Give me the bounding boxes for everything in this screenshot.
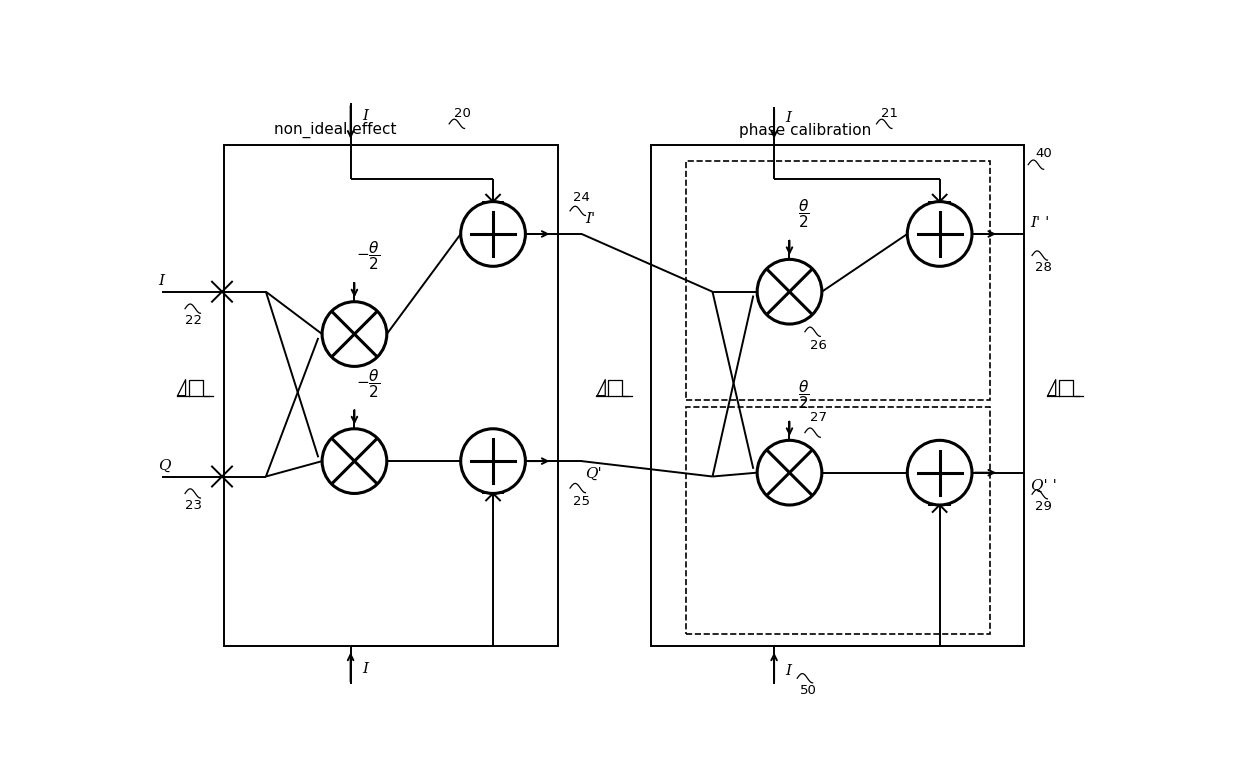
Text: I: I	[786, 112, 791, 125]
Circle shape	[758, 259, 822, 324]
Text: 27: 27	[810, 411, 827, 424]
Text: I: I	[362, 109, 368, 123]
Circle shape	[322, 301, 387, 366]
Text: 29: 29	[1035, 500, 1052, 513]
Circle shape	[758, 441, 822, 505]
Text: I': I'	[585, 212, 595, 226]
Text: $\dfrac{\theta}{2}$: $\dfrac{\theta}{2}$	[797, 198, 810, 230]
Circle shape	[461, 429, 526, 494]
Text: Q' ': Q' '	[1030, 479, 1056, 493]
Text: 40: 40	[1035, 147, 1052, 160]
Text: 21: 21	[882, 107, 898, 119]
Text: $\dfrac{\theta}{2}$: $\dfrac{\theta}{2}$	[797, 378, 810, 411]
Text: I: I	[786, 664, 791, 677]
Text: Q': Q'	[585, 468, 603, 481]
Text: 22: 22	[185, 315, 202, 328]
Text: $-\dfrac{\theta}{2}$: $-\dfrac{\theta}{2}$	[356, 367, 381, 400]
Text: I' ': I' '	[1030, 216, 1050, 230]
Bar	[686, 408, 990, 634]
Circle shape	[461, 201, 526, 266]
Circle shape	[908, 201, 972, 266]
Bar	[686, 161, 990, 400]
Text: 28: 28	[1035, 261, 1052, 275]
Text: I: I	[362, 662, 368, 676]
Circle shape	[908, 441, 972, 505]
Text: phase calibration: phase calibration	[739, 122, 870, 138]
Text: I: I	[159, 274, 164, 288]
Text: $-\dfrac{\theta}{2}$: $-\dfrac{\theta}{2}$	[356, 240, 381, 272]
Text: 25: 25	[573, 494, 590, 508]
Bar	[223, 145, 558, 646]
Text: 24: 24	[573, 191, 590, 204]
Text: 23: 23	[185, 499, 202, 512]
Text: 20: 20	[454, 107, 471, 119]
Bar	[651, 145, 1024, 646]
Text: 26: 26	[810, 339, 827, 352]
Text: Q: Q	[159, 458, 171, 473]
Text: non_ideal effect: non_ideal effect	[274, 122, 397, 138]
Text: 50: 50	[800, 684, 817, 697]
Circle shape	[322, 429, 387, 494]
